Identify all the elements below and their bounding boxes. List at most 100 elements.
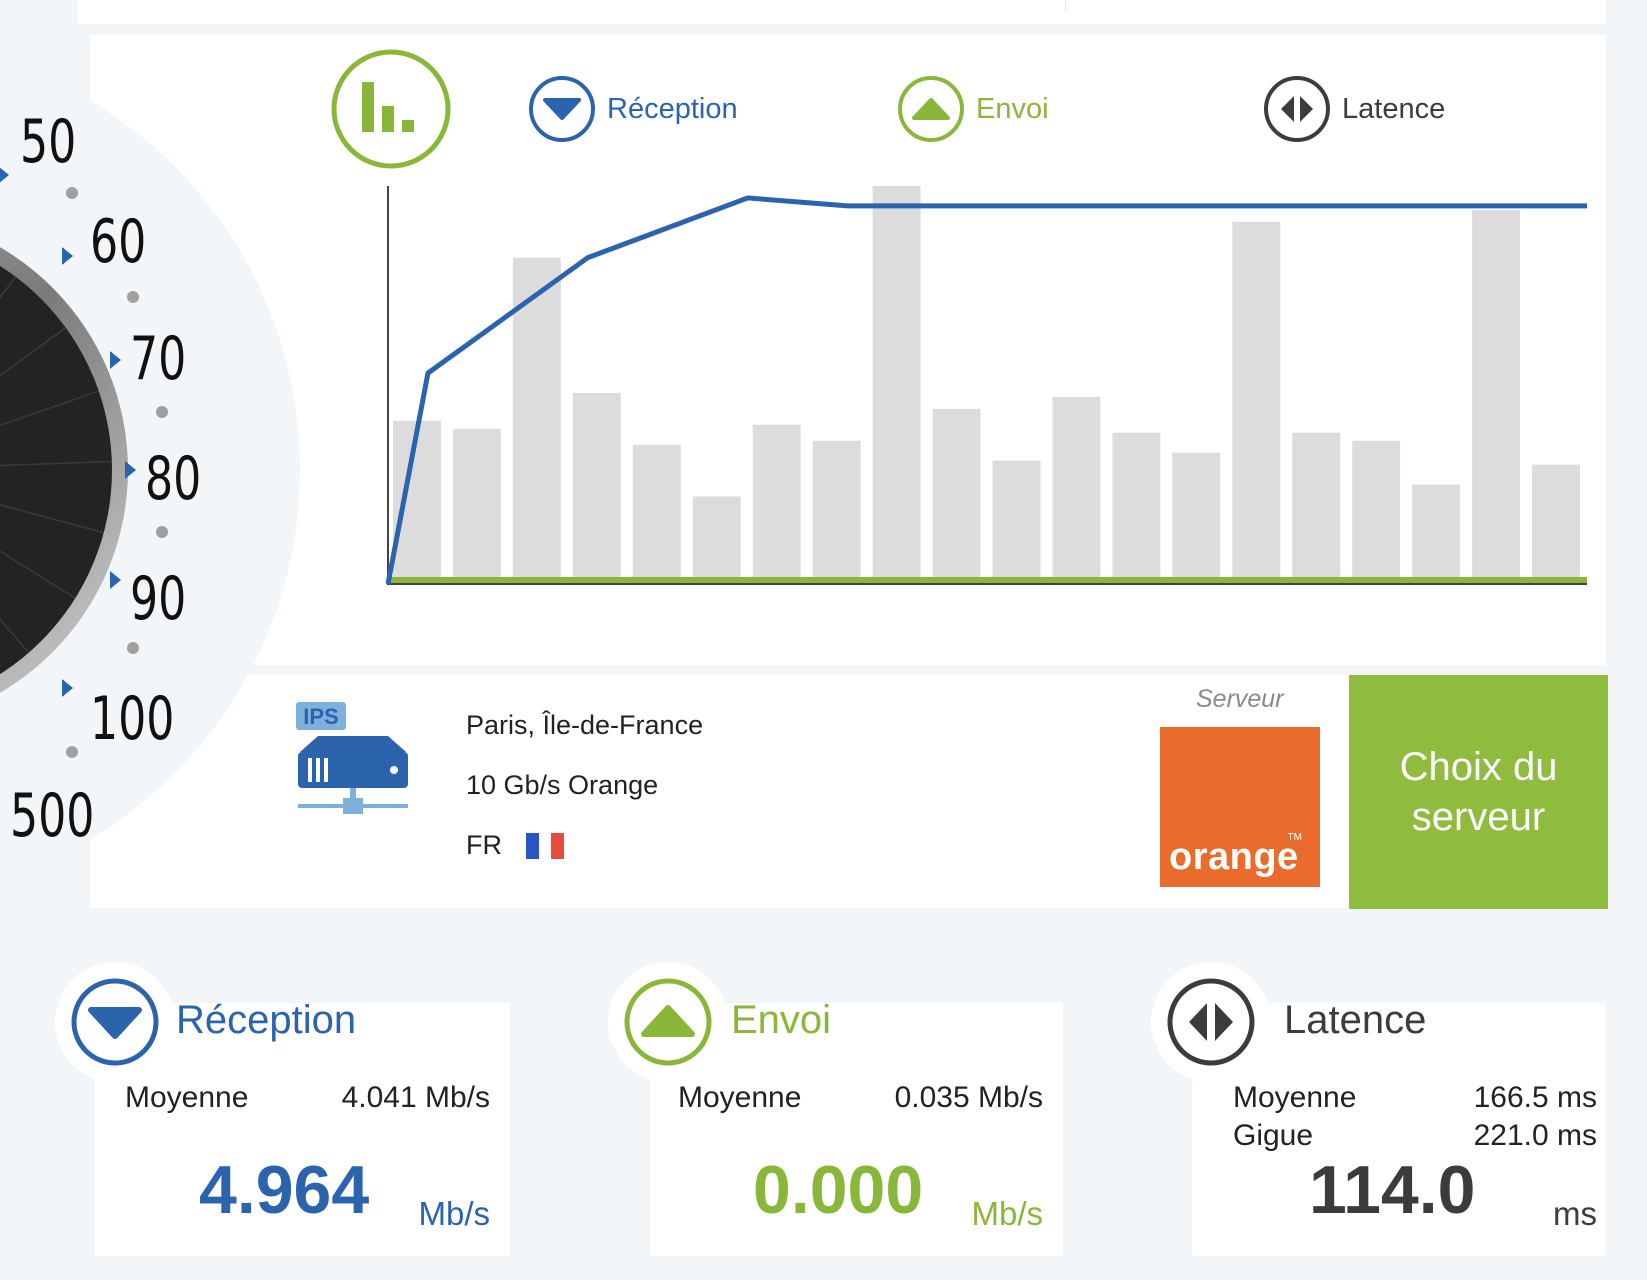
download-unit: Mb/s bbox=[418, 1195, 490, 1232]
upload-current: 0.000 bbox=[753, 1152, 924, 1228]
server-country: FR bbox=[466, 830, 565, 861]
chart-bar-4 bbox=[572, 392, 621, 584]
gauge-minor-tick bbox=[156, 526, 168, 538]
gauge-spoke bbox=[0, 390, 100, 427]
latency-unit: ms bbox=[1553, 1195, 1597, 1232]
gauge-minor-tick bbox=[156, 406, 168, 418]
top-divider bbox=[1065, 0, 1066, 12]
gauge-major-tick bbox=[110, 351, 121, 369]
chart-bar-9 bbox=[872, 186, 921, 584]
gauge-tick-label: 90 bbox=[130, 563, 186, 633]
country-code: FR bbox=[466, 830, 502, 860]
upload-card: Moyenne 0.035 Mb/s 0.000 Mb/s bbox=[650, 1003, 1063, 1256]
serveur-label: Serveur bbox=[1196, 685, 1284, 713]
download-avg-value: 4.041 Mb/s bbox=[341, 1081, 490, 1114]
chart-bar-1 bbox=[393, 420, 441, 584]
gauge-minor-tick bbox=[66, 187, 78, 199]
speed-chart bbox=[385, 186, 1587, 585]
chart-bar-18 bbox=[1412, 484, 1461, 584]
gauge-spoke bbox=[0, 327, 67, 377]
chart-bar-13 bbox=[1112, 432, 1161, 584]
orange-logo-text: orange bbox=[1169, 836, 1299, 878]
top-panel-edge bbox=[78, 0, 1606, 24]
chart-bar-3 bbox=[512, 257, 561, 584]
gauge-minor-tick bbox=[127, 642, 139, 654]
chart-bar-16 bbox=[1292, 432, 1341, 584]
choose-server-line2: serveur bbox=[1411, 795, 1546, 839]
chart-bar-15 bbox=[1232, 221, 1281, 584]
gauge-major-tick bbox=[0, 167, 9, 183]
upload-avg-value: 0.035 Mb/s bbox=[894, 1081, 1043, 1114]
choose-server-line1: Choix du bbox=[1399, 745, 1558, 789]
gauge-minor-tick bbox=[66, 746, 78, 758]
latency-avg-value: 166.5 ms bbox=[1473, 1081, 1597, 1114]
latency-jitter-label: Gigue bbox=[1233, 1119, 1314, 1152]
gauge-spoke bbox=[0, 504, 104, 534]
upload-title: Envoi bbox=[731, 998, 832, 1042]
gauge-tick-marks bbox=[0, 167, 168, 758]
gauge-spoke bbox=[0, 460, 112, 467]
isp-badge: IPS bbox=[303, 704, 338, 729]
download-avg-label: Moyenne bbox=[125, 1081, 249, 1114]
upload-icon bbox=[898, 76, 964, 142]
bar-chart-icon[interactable] bbox=[330, 48, 452, 170]
download-current: 4.964 bbox=[199, 1152, 370, 1228]
download-title: Réception bbox=[176, 998, 357, 1042]
legend-download-label: Réception bbox=[607, 92, 738, 125]
gauge-tick-label: 70 bbox=[130, 323, 186, 393]
gauge-spoke bbox=[0, 550, 76, 599]
chart-lines bbox=[385, 195, 1587, 585]
france-flag-icon bbox=[526, 832, 565, 859]
upload-avg-label: Moyenne bbox=[678, 1081, 802, 1114]
latency-current: 114.0 bbox=[1309, 1152, 1476, 1228]
chart-bar-20 bbox=[1532, 464, 1580, 584]
gauge-major-tick bbox=[125, 461, 136, 479]
server-capacity: 10 Gb/s Orange bbox=[466, 770, 659, 800]
gauge-tick-label: 60 bbox=[90, 206, 146, 276]
gauge-dial bbox=[0, 265, 112, 675]
gauge-outer-face bbox=[0, 60, 300, 880]
latency-avg-label: Moyenne bbox=[1233, 1081, 1357, 1114]
isp-server-icon: IPS bbox=[296, 702, 408, 814]
chart-bar-12 bbox=[1052, 396, 1101, 584]
chart-bar-5 bbox=[632, 444, 681, 584]
gauge-tick-label: 100 bbox=[90, 683, 174, 753]
upload-unit: Mb/s bbox=[971, 1195, 1043, 1232]
download-line bbox=[385, 195, 1587, 585]
latency-icon bbox=[1264, 76, 1330, 142]
orange-logo: orange TM bbox=[1160, 727, 1320, 887]
download-icon bbox=[71, 978, 159, 1066]
chart-bar-17 bbox=[1352, 440, 1401, 584]
legend-upload[interactable]: Envoi bbox=[896, 74, 1049, 144]
chart-bar-6 bbox=[692, 496, 741, 584]
chart-bar-14 bbox=[1172, 452, 1221, 584]
legend-latency[interactable]: Latence bbox=[1262, 74, 1445, 144]
chart-bars bbox=[393, 186, 1580, 584]
choose-server-button[interactable]: Choix du serveur bbox=[1349, 675, 1608, 909]
download-icon bbox=[529, 76, 595, 142]
orange-logo-tm: TM bbox=[1287, 832, 1302, 843]
chart-bar-11 bbox=[992, 460, 1041, 584]
gauge-major-tick bbox=[62, 247, 73, 265]
gauge-tick-label: 50 bbox=[20, 106, 76, 176]
legend-latency-label: Latence bbox=[1342, 92, 1446, 125]
gauge-spokes bbox=[0, 276, 112, 654]
gauge-major-tick bbox=[62, 679, 73, 697]
latency-title: Latence bbox=[1284, 998, 1427, 1042]
chart-bar-19 bbox=[1472, 209, 1521, 584]
latency-icon bbox=[1167, 978, 1255, 1066]
legend-upload-label: Envoi bbox=[976, 92, 1049, 125]
gauge-tick-label: 80 bbox=[145, 443, 201, 513]
chart-bar-8 bbox=[812, 440, 861, 584]
gauge-spoke bbox=[0, 618, 30, 654]
latency-jitter-value: 221.0 ms bbox=[1473, 1119, 1597, 1152]
server-location: Paris, Île-de-France bbox=[466, 710, 704, 740]
chart-bar-10 bbox=[932, 408, 981, 584]
gauge-tick-label: 500 bbox=[10, 780, 94, 850]
gauge-major-tick bbox=[110, 571, 121, 589]
legend-download[interactable]: Réception bbox=[527, 74, 738, 144]
gauge-minor-tick bbox=[127, 291, 139, 303]
chart-bar-7 bbox=[752, 424, 801, 584]
